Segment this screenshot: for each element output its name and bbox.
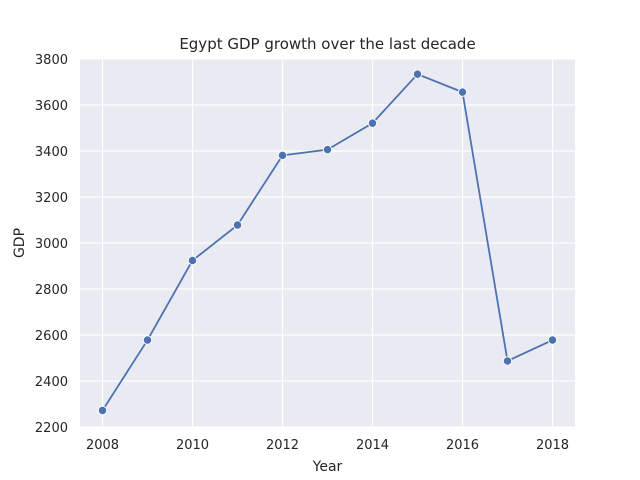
- y-tick-label: 2400: [35, 375, 68, 390]
- y-tick-label: 2200: [35, 421, 68, 436]
- data-point: [367, 118, 378, 128]
- x-tick-label: 2014: [356, 438, 389, 453]
- y-tick-labels: 2200 2400 2600 2800 3000 3200 3400 3600 3800: [35, 53, 68, 436]
- y-tick-label: 3800: [35, 53, 68, 68]
- y-tick-label: 3200: [35, 191, 68, 206]
- x-tick-label: 2018: [536, 438, 569, 453]
- data-point: [142, 335, 153, 345]
- data-point: [97, 405, 108, 416]
- y-axis-label: GDP: [12, 228, 28, 258]
- data-point: [277, 150, 288, 161]
- data-point: [187, 255, 198, 266]
- x-tick-label: 2016: [446, 438, 479, 453]
- x-tick-labels: 2008 2010 2012 2014 2016 2018: [86, 438, 569, 453]
- grid-lines: [80, 58, 575, 428]
- chart-title: Egypt GDP growth over the last decade: [179, 35, 475, 53]
- data-point: [232, 220, 243, 230]
- data-point: [502, 356, 513, 366]
- data-point: [412, 69, 423, 79]
- data-point: [547, 335, 558, 345]
- x-tick-label: 2012: [266, 438, 299, 453]
- data-point: [457, 87, 468, 97]
- y-tick-label: 3000: [35, 237, 68, 252]
- x-tick-label: 2010: [176, 438, 209, 453]
- y-tick-label: 3400: [35, 145, 68, 160]
- x-axis-label: Year: [312, 459, 343, 475]
- series-group: [97, 69, 558, 416]
- y-tick-label: 2800: [35, 283, 68, 298]
- y-tick-label: 3600: [35, 99, 68, 114]
- data-point: [322, 144, 333, 155]
- y-tick-label: 2600: [35, 329, 68, 344]
- x-tick-label: 2008: [86, 438, 119, 453]
